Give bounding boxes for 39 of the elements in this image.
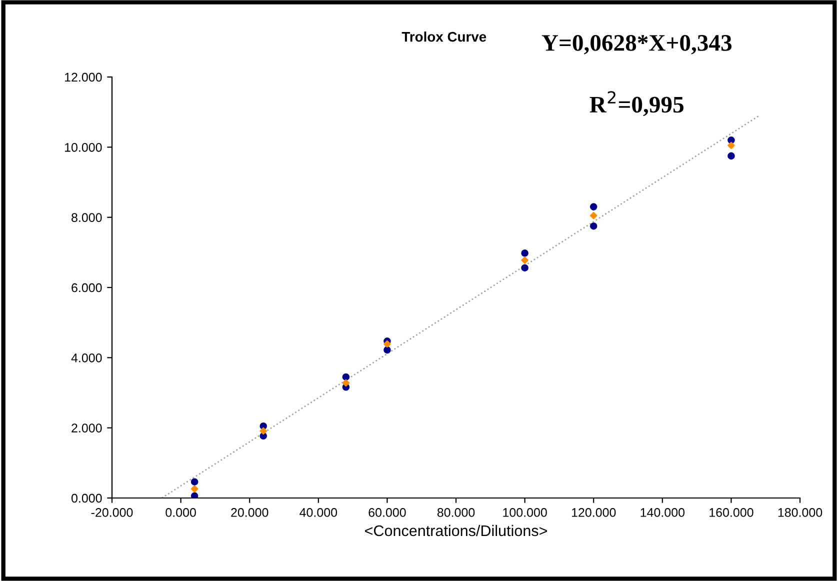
point <box>521 264 528 272</box>
x-tick-label: 100.000 <box>503 508 547 517</box>
y-tick-label: 6.000 <box>72 283 102 292</box>
x-tick-label: 160.000 <box>710 508 754 517</box>
point <box>190 492 198 498</box>
point <box>384 340 391 348</box>
x-tick-label: -20.000 <box>91 508 133 517</box>
point <box>260 427 267 435</box>
x-axis-title: <Concentrations/Dilutions> <box>365 524 547 536</box>
point <box>590 203 598 210</box>
point <box>521 249 528 257</box>
point <box>521 256 528 264</box>
y-tick-label: 12.000 <box>65 72 102 82</box>
x-tick-label: 20.000 <box>231 508 268 517</box>
x-tick-label: 0.000 <box>166 508 196 517</box>
x-tick-label: 140.000 <box>640 508 685 517</box>
text: Y=0,0628*X+0,343 <box>542 34 732 54</box>
point <box>728 136 735 144</box>
point <box>342 379 350 387</box>
point <box>728 142 735 150</box>
y-tick-label: 2.000 <box>72 424 102 432</box>
point <box>342 373 350 381</box>
point <box>384 346 391 354</box>
point <box>190 478 198 486</box>
x-tick-label: 40.000 <box>300 508 338 517</box>
x-tick-label: 80.000 <box>437 508 475 517</box>
x-tick-label: 60.000 <box>368 508 406 517</box>
y-tick-label: 10.000 <box>65 142 102 152</box>
annotation: R$^{2}$=0,995 <box>590 91 684 116</box>
x-tick-label: 120.000 <box>572 508 616 517</box>
chart-title: Trolox Curve <box>402 32 486 42</box>
point <box>590 222 598 230</box>
point <box>728 152 735 160</box>
y-tick-label: 0.000 <box>71 494 102 503</box>
point <box>590 212 598 220</box>
x-tick-label: 180.000 <box>778 508 822 517</box>
y-tick-label: 4.000 <box>71 353 102 362</box>
y-tick-label: 8.000 <box>72 213 102 222</box>
point <box>190 485 198 493</box>
